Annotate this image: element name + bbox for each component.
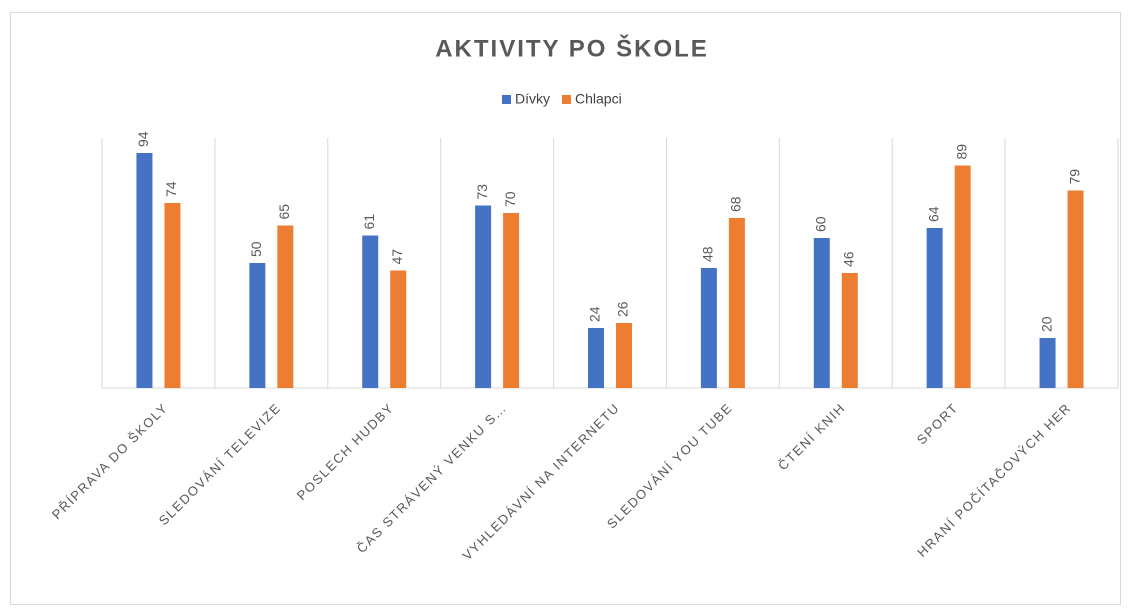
- legend-label: Dívky: [515, 91, 550, 107]
- bar: [728, 218, 745, 388]
- bar: [362, 235, 379, 388]
- bar: [926, 228, 943, 388]
- data-label: 60: [812, 216, 828, 232]
- bar: [700, 268, 717, 388]
- bar: [954, 165, 971, 388]
- data-label: 50: [248, 241, 264, 257]
- data-label: 48: [700, 246, 716, 262]
- data-label: 73: [474, 184, 490, 200]
- bar: [503, 213, 520, 388]
- bar: [164, 203, 181, 388]
- bar: [1039, 338, 1056, 388]
- bar: [616, 323, 632, 388]
- data-label: 47: [389, 249, 405, 265]
- data-label: 74: [163, 181, 179, 197]
- data-label: 79: [1066, 169, 1082, 185]
- data-label: 24: [587, 306, 603, 322]
- data-label: 64: [925, 206, 941, 222]
- data-label: 46: [840, 251, 856, 267]
- data-label: 89: [953, 144, 969, 160]
- bar: [475, 205, 492, 388]
- legend-swatch: [502, 95, 511, 104]
- data-label: 20: [1038, 316, 1054, 332]
- data-label: 70: [502, 191, 518, 207]
- data-label: 61: [361, 214, 377, 230]
- bar: [136, 153, 153, 388]
- data-label: 94: [135, 131, 151, 147]
- bar: [813, 238, 830, 388]
- bar: [841, 273, 858, 388]
- bar: [1067, 190, 1084, 388]
- bar: [390, 270, 407, 388]
- legend-swatch: [562, 95, 571, 104]
- bar: [249, 263, 266, 388]
- legend-label: Chlapci: [575, 91, 622, 107]
- bar: [277, 225, 294, 388]
- data-label: 68: [728, 196, 744, 212]
- chart-title: AKTIVITY PO ŠKOLE: [435, 34, 709, 62]
- data-label: 26: [615, 301, 631, 317]
- bar: [588, 328, 604, 388]
- data-label: 65: [276, 204, 292, 220]
